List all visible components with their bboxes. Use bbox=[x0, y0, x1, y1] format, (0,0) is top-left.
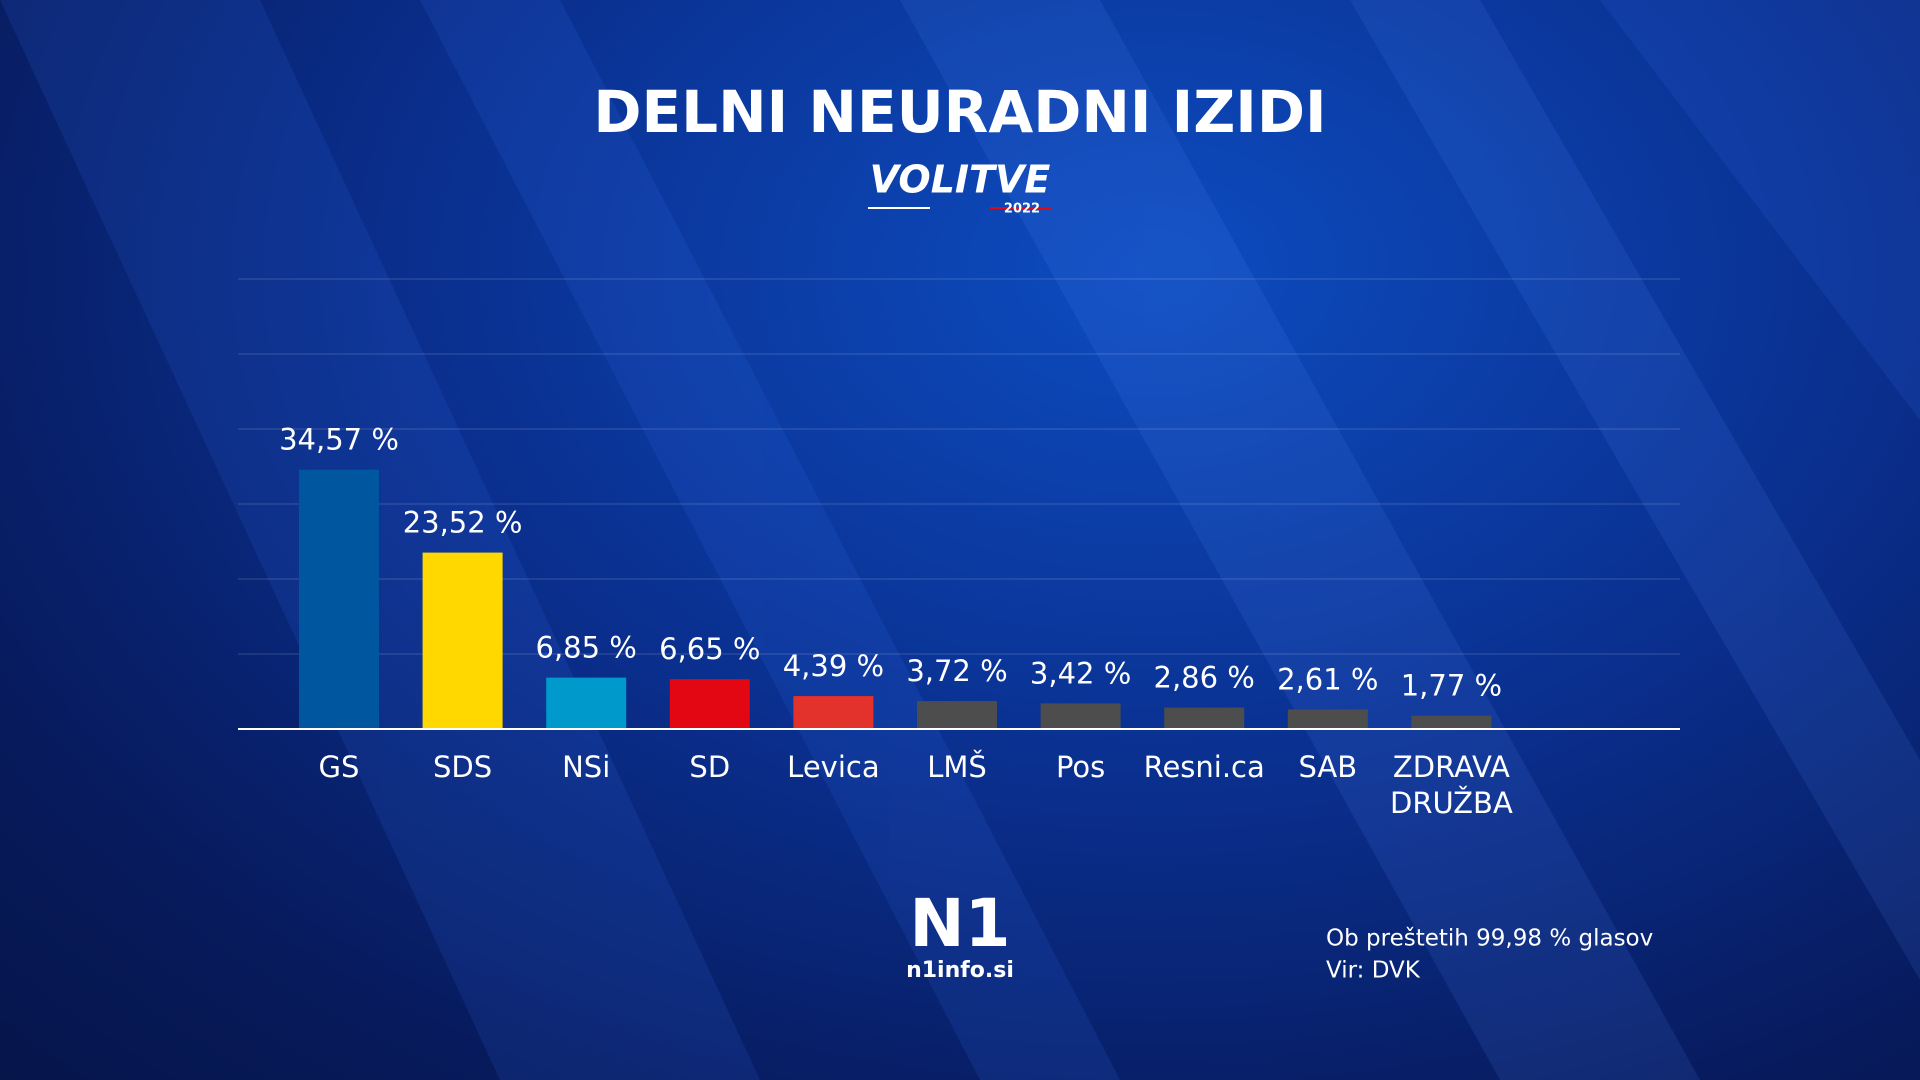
x-tick-label: SD bbox=[689, 750, 731, 784]
source: Vir: DVK bbox=[1326, 958, 1421, 984]
value-label: 34,57 % bbox=[279, 423, 399, 457]
bar bbox=[422, 552, 503, 729]
value-label: 3,42 % bbox=[1030, 656, 1131, 690]
x-tick-label: LMŠ bbox=[927, 750, 987, 784]
x-tick-label: ZDRAVA DRUŽBA bbox=[1389, 750, 1513, 820]
footnote: Ob preštetih 99,98 % glasov bbox=[1326, 926, 1653, 952]
event-year: 2022 bbox=[1004, 202, 1040, 217]
bar bbox=[1287, 709, 1368, 729]
x-tick-label: SAB bbox=[1298, 750, 1358, 784]
event-logo: VOLITVE bbox=[870, 158, 1051, 202]
bar bbox=[669, 679, 750, 729]
site-name: n1info.si bbox=[906, 958, 1014, 983]
n1-logo: N1 bbox=[909, 885, 1010, 962]
x-tick-label: NSi bbox=[562, 750, 611, 784]
bar bbox=[917, 701, 997, 729]
value-label: 3,72 % bbox=[906, 654, 1007, 688]
x-tick-label: Resni.ca bbox=[1143, 750, 1265, 784]
value-label: 6,65 % bbox=[659, 632, 760, 666]
bar bbox=[1164, 707, 1245, 729]
bar bbox=[546, 677, 627, 729]
x-tick-label: Levica bbox=[787, 750, 880, 784]
bar bbox=[793, 696, 874, 729]
bar bbox=[1040, 703, 1121, 729]
bar bbox=[1411, 715, 1492, 729]
chart-title: DELNI NEURADNI IZIDI bbox=[593, 78, 1326, 146]
value-label: 1,77 % bbox=[1401, 669, 1502, 703]
value-label: 4,39 % bbox=[783, 649, 884, 683]
value-label: 2,61 % bbox=[1277, 662, 1378, 696]
x-tick-label: Pos bbox=[1055, 750, 1106, 784]
bar bbox=[299, 469, 379, 729]
x-tick-label: SDS bbox=[433, 750, 493, 784]
value-label: 6,85 % bbox=[536, 631, 637, 665]
x-tick-label: GS bbox=[318, 750, 360, 784]
value-label: 23,52 % bbox=[403, 506, 523, 540]
value-label: 2,86 % bbox=[1154, 661, 1255, 695]
